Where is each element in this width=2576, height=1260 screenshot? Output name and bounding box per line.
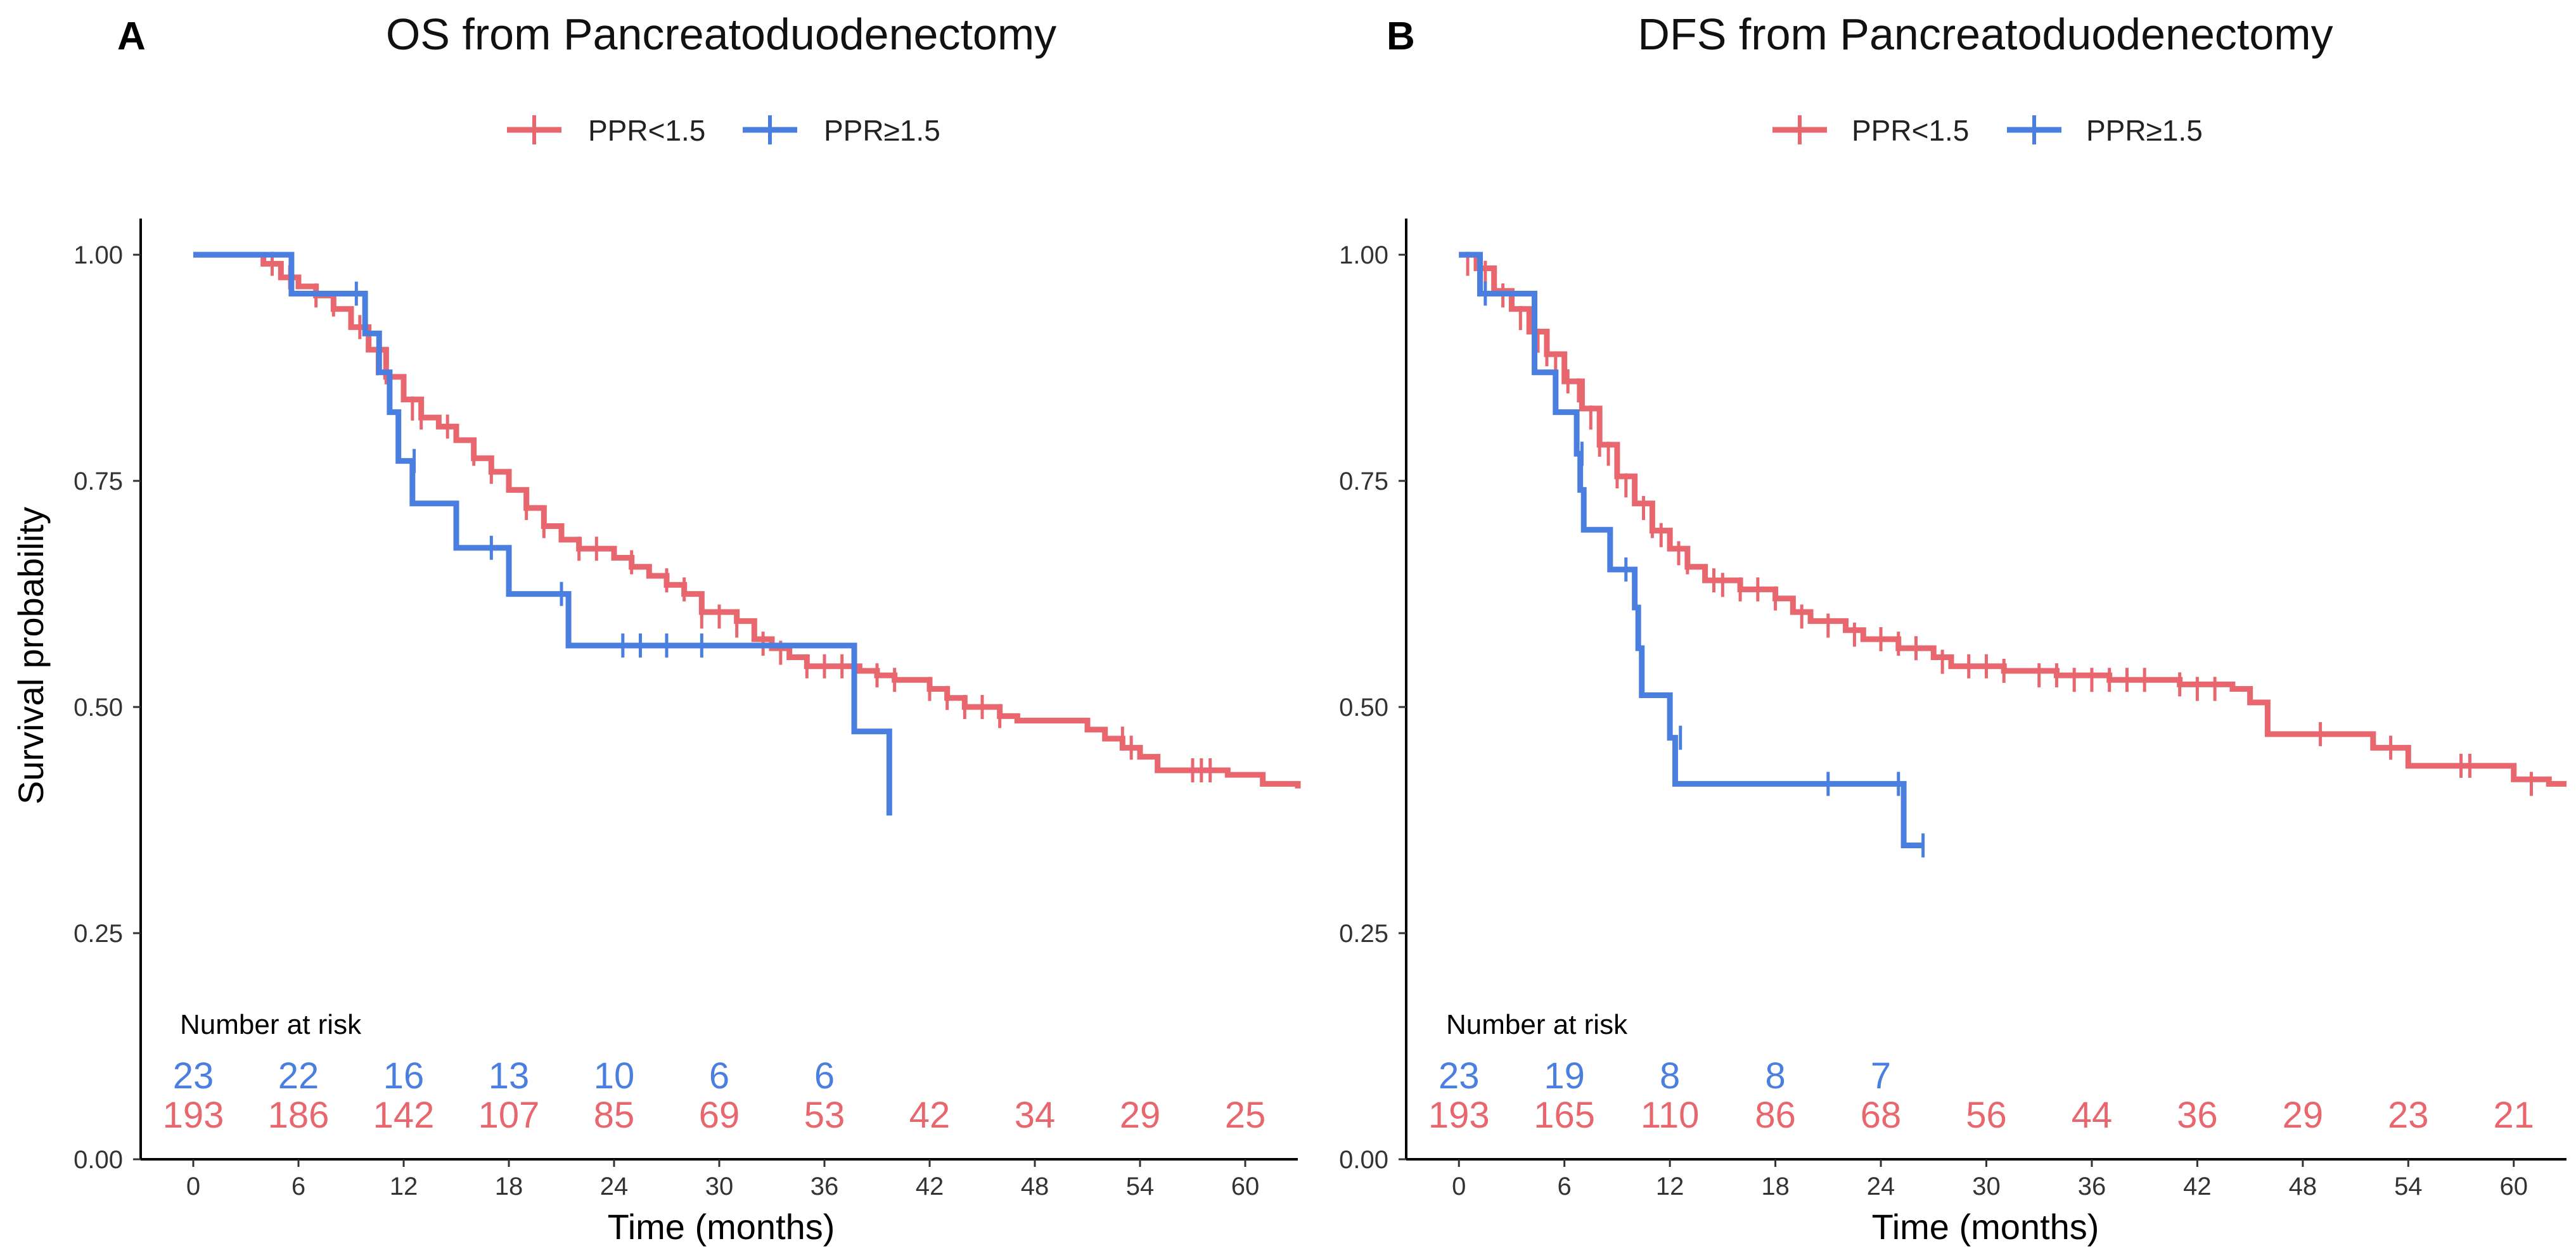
y-tick-label: 0.75: [74, 468, 123, 495]
x-tick-label: 6: [1558, 1173, 1572, 1200]
legend-label-low: PPR<1.5: [588, 114, 705, 147]
y-tick-label: 0.50: [1339, 694, 1388, 722]
panel-b: B DFS from Pancreatoduodenectomy PPR<1.5…: [1339, 10, 2566, 1247]
x-tick-label: 12: [1656, 1173, 1684, 1200]
x-tick-label: 60: [1231, 1173, 1260, 1200]
risk-count-high: 23: [173, 1055, 214, 1097]
risk-count-low: 69: [699, 1095, 740, 1136]
risk-count-low: 142: [373, 1095, 435, 1136]
x-tick-label: 48: [2289, 1173, 2317, 1200]
risk-count-high: 8: [1765, 1055, 1785, 1097]
x-tick-label: 0: [186, 1173, 200, 1200]
y-tick-label: 1.00: [1339, 241, 1388, 269]
panel-a: A OS from Pancreatoduodenectomy PPR<1.5 …: [11, 10, 1301, 1247]
risk-count-high: 7: [1871, 1055, 1891, 1097]
risk-count-high: 16: [383, 1055, 425, 1097]
risk-count-high: 6: [709, 1055, 729, 1097]
risk-count-low: 86: [1755, 1095, 1796, 1136]
x-tick-label: 18: [495, 1173, 523, 1200]
y-tick-label: 0.00: [1339, 1146, 1388, 1174]
x-tick-label: 54: [2394, 1173, 2423, 1200]
risk-count-low: 25: [1225, 1095, 1266, 1136]
risk-count-low: 29: [2283, 1095, 2324, 1136]
risk-count-low: 21: [2494, 1095, 2535, 1136]
x-tick-label: 30: [705, 1173, 734, 1200]
risk-count-high: 13: [489, 1055, 530, 1097]
x-tick-label: 60: [2500, 1173, 2528, 1200]
risk-count-low: 85: [594, 1095, 635, 1136]
x-tick-label: 6: [292, 1173, 305, 1200]
risk-count-high: 22: [278, 1055, 319, 1097]
x-tick-label: 12: [390, 1173, 418, 1200]
panel-b-title: DFS from Pancreatoduodenectomy: [1637, 10, 2333, 59]
y-axis-title: Survival probability: [11, 507, 51, 805]
x-tick-label: 24: [600, 1173, 629, 1200]
legend-label-high: PPR≥1.5: [2086, 114, 2203, 147]
risk-count-high: 19: [1544, 1055, 1585, 1097]
risk-count-low: 44: [2072, 1095, 2113, 1136]
risk-count-high: 6: [814, 1055, 835, 1097]
panel-b-risk-title: Number at risk: [1446, 1009, 1628, 1040]
risk-count-low: 193: [1428, 1095, 1490, 1136]
y-tick-label: 0.50: [74, 694, 123, 722]
x-tick-label: 54: [1126, 1173, 1155, 1200]
x-tick-label: 18: [1761, 1173, 1790, 1200]
x-tick-label: 24: [1867, 1173, 1895, 1200]
x-tick-label: 42: [916, 1173, 944, 1200]
risk-count-low: 165: [1534, 1095, 1595, 1136]
risk-count-low: 193: [163, 1095, 224, 1136]
risk-count-low: 56: [1966, 1095, 2007, 1136]
risk-count-low: 36: [2177, 1095, 2218, 1136]
y-tick-label: 1.00: [74, 241, 123, 269]
x-tick-label: 36: [811, 1173, 839, 1200]
panel-b-x-axis-title: Time (months): [1872, 1207, 2099, 1247]
legend-label-high: PPR≥1.5: [824, 114, 940, 147]
risk-count-low: 42: [909, 1095, 951, 1136]
survival-curve-high: [193, 251, 892, 816]
x-tick-label: 48: [1021, 1173, 1049, 1200]
x-tick-label: 36: [2078, 1173, 2106, 1200]
y-tick-label: 0.25: [74, 920, 123, 948]
risk-count-high: 8: [1660, 1055, 1680, 1097]
risk-count-low: 186: [268, 1095, 330, 1136]
panel-a-risk-title: Number at risk: [180, 1009, 362, 1040]
x-tick-label: 42: [2183, 1173, 2212, 1200]
risk-count-low: 107: [478, 1095, 540, 1136]
risk-count-high: 23: [1439, 1055, 1480, 1097]
panel-b-letter: B: [1387, 15, 1415, 58]
survival-curve-high: [1459, 251, 1923, 849]
panel-a-title: OS from Pancreatoduodenectomy: [386, 10, 1056, 59]
panel-b-legend: PPR<1.5 PPR≥1.5: [1772, 114, 2203, 147]
legend-label-low: PPR<1.5: [1852, 114, 1969, 147]
y-tick-label: 0.75: [1339, 468, 1388, 495]
y-tick-label: 0.00: [74, 1146, 123, 1174]
x-tick-label: 30: [1972, 1173, 2001, 1200]
risk-count-low: 110: [1641, 1095, 1699, 1136]
risk-count-low: 68: [1861, 1095, 1902, 1136]
risk-count-low: 29: [1120, 1095, 1161, 1136]
x-tick-label: 0: [1452, 1173, 1466, 1200]
panel-a-letter: A: [117, 15, 146, 58]
risk-count-low: 23: [2388, 1095, 2429, 1136]
panel-a-x-axis-title: Time (months): [608, 1207, 835, 1247]
panel-a-legend: PPR<1.5 PPR≥1.5: [507, 114, 940, 147]
risk-count-low: 53: [804, 1095, 845, 1136]
risk-count-high: 10: [594, 1055, 635, 1097]
survival-curve-low: [1459, 251, 2566, 787]
y-tick-label: 0.25: [1339, 920, 1388, 948]
risk-count-low: 34: [1015, 1095, 1056, 1136]
